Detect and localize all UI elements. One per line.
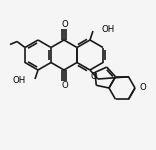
Text: O: O — [90, 72, 97, 81]
Text: OH: OH — [102, 25, 115, 34]
Text: O: O — [62, 20, 68, 29]
Text: O: O — [62, 81, 68, 90]
Text: O: O — [139, 84, 146, 93]
Text: OH: OH — [13, 76, 26, 85]
